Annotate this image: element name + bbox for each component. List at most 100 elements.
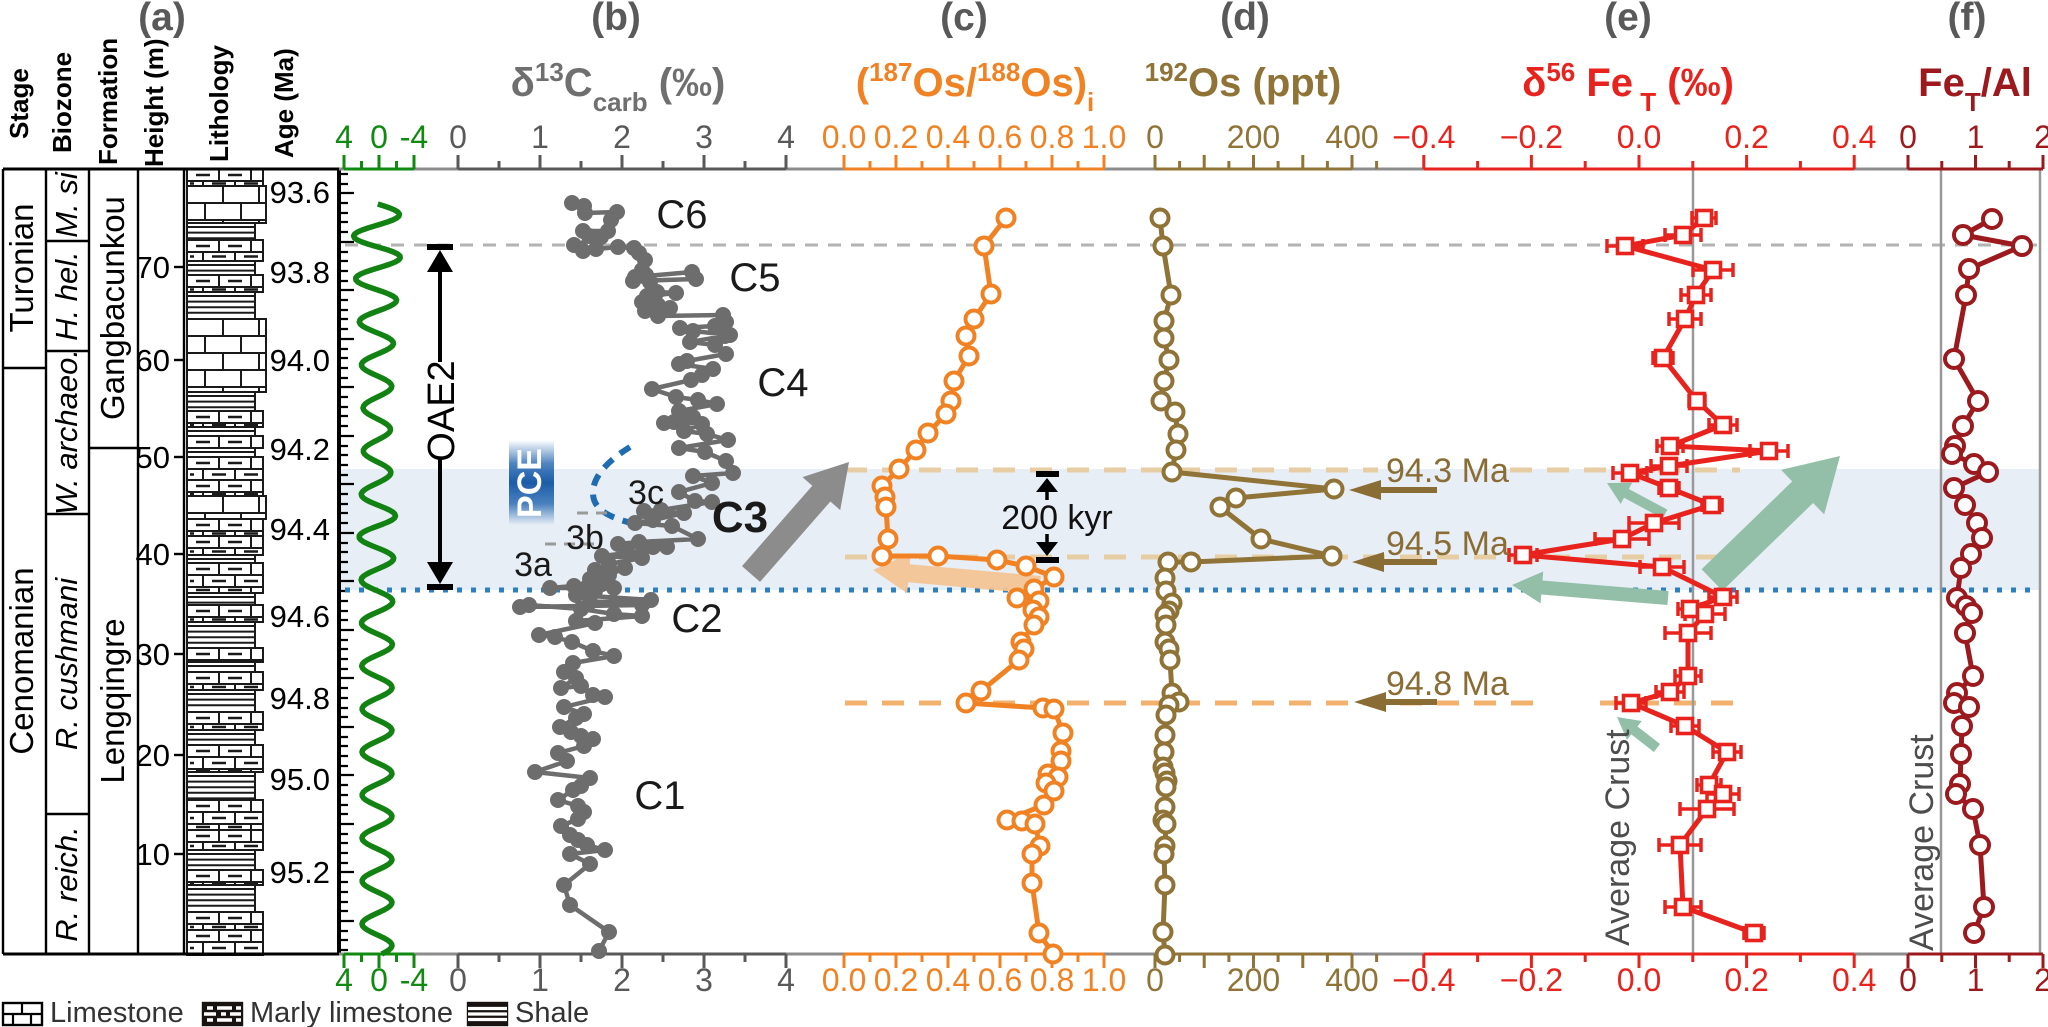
svg-text:94.0: 94.0 <box>270 343 330 378</box>
svg-text:2: 2 <box>2034 962 2048 998</box>
svg-text:0.2: 0.2 <box>1724 119 1768 155</box>
svg-text:Turonian: Turonian <box>3 203 40 332</box>
svg-text:C6: C6 <box>656 193 707 237</box>
svg-text:50: 50 <box>136 440 170 475</box>
svg-text:400: 400 <box>1325 962 1378 998</box>
svg-text:93.8: 93.8 <box>270 255 330 290</box>
svg-text:0.2: 0.2 <box>1724 962 1768 998</box>
svg-text:0.4: 0.4 <box>1832 119 1876 155</box>
svg-text:Average Crust: Average Crust <box>1903 734 1941 951</box>
svg-text:C4: C4 <box>757 361 808 405</box>
svg-text:Average Crust: Average Crust <box>1599 729 1637 946</box>
svg-text:0: 0 <box>1899 962 1917 998</box>
svg-text:4: 4 <box>777 119 795 155</box>
svg-text:1: 1 <box>531 119 549 155</box>
svg-text:Height (m): Height (m) <box>139 38 169 167</box>
svg-text:C1: C1 <box>634 774 685 818</box>
svg-text:94.8: 94.8 <box>270 681 330 716</box>
svg-text:3c: 3c <box>628 474 664 512</box>
svg-text:60: 60 <box>136 343 170 378</box>
svg-text:1: 1 <box>531 962 549 998</box>
svg-text:2: 2 <box>2034 119 2048 155</box>
svg-text:(e): (e) <box>1604 0 1652 39</box>
svg-text:0.2: 0.2 <box>874 962 918 998</box>
svg-text:C2: C2 <box>671 597 722 641</box>
svg-text:0.8: 0.8 <box>1030 962 1074 998</box>
svg-text:0.0: 0.0 <box>1617 119 1661 155</box>
svg-text:4: 4 <box>777 962 795 998</box>
svg-text:−0.2: −0.2 <box>1500 962 1563 998</box>
svg-text:3a: 3a <box>514 546 552 584</box>
svg-text:(a): (a) <box>138 0 186 39</box>
svg-text:H. hel.: H. hel. <box>49 251 84 341</box>
svg-text:−0.4: −0.4 <box>1392 119 1455 155</box>
svg-text:Cenomanian: Cenomanian <box>3 567 40 754</box>
svg-text:4: 4 <box>335 962 353 998</box>
svg-text:0.4: 0.4 <box>926 119 970 155</box>
svg-text:20: 20 <box>136 738 170 773</box>
svg-text:94.4: 94.4 <box>270 512 330 547</box>
svg-text:94.8 Ma: 94.8 Ma <box>1386 665 1509 703</box>
svg-text:3b: 3b <box>566 519 604 557</box>
svg-text:1: 1 <box>1967 119 1985 155</box>
svg-text:0: 0 <box>449 119 467 155</box>
svg-text:94.6: 94.6 <box>270 599 330 634</box>
svg-text:PCE: PCE <box>511 448 549 518</box>
svg-text:1.0: 1.0 <box>1082 962 1126 998</box>
svg-text:200: 200 <box>1227 119 1280 155</box>
svg-text:(f): (f) <box>1948 0 1987 39</box>
svg-text:Biozone: Biozone <box>47 52 77 153</box>
svg-text:R. cushmani: R. cushmani <box>49 577 84 750</box>
svg-text:0.6: 0.6 <box>978 119 1022 155</box>
svg-text:2: 2 <box>613 962 631 998</box>
svg-text:−0.2: −0.2 <box>1500 119 1563 155</box>
svg-text:-4: -4 <box>400 119 428 155</box>
svg-text:2: 2 <box>613 119 631 155</box>
svg-text:Stage: Stage <box>4 68 34 139</box>
svg-text:0: 0 <box>1146 962 1164 998</box>
svg-text:3: 3 <box>695 962 713 998</box>
svg-text:70: 70 <box>136 250 170 285</box>
svg-text:R. reich.: R. reich. <box>49 826 84 941</box>
svg-text:4: 4 <box>335 119 353 155</box>
svg-text:10: 10 <box>136 837 170 872</box>
svg-text:0: 0 <box>370 119 388 155</box>
svg-text:Marly limestone: Marly limestone <box>250 997 453 1027</box>
svg-text:1: 1 <box>1967 962 1985 998</box>
svg-text:(d): (d) <box>1220 0 1270 39</box>
svg-text:0: 0 <box>1899 119 1917 155</box>
svg-text:−0.4: −0.4 <box>1392 962 1455 998</box>
svg-text:0.2: 0.2 <box>874 119 918 155</box>
svg-text:(c): (c) <box>940 0 988 39</box>
svg-text:Lengqingre: Lengqingre <box>94 618 131 783</box>
svg-text:95.2: 95.2 <box>270 855 330 890</box>
svg-text:200 kyr: 200 kyr <box>1001 499 1113 537</box>
svg-text:0.0: 0.0 <box>822 962 866 998</box>
svg-text:0: 0 <box>370 962 388 998</box>
svg-text:94.2: 94.2 <box>270 432 330 467</box>
svg-text:M. si: M. si <box>49 171 84 238</box>
svg-text:0.0: 0.0 <box>1617 962 1661 998</box>
svg-text:0.0: 0.0 <box>822 119 866 155</box>
svg-text:Age (Ma): Age (Ma) <box>269 48 299 158</box>
svg-text:OAE2: OAE2 <box>421 360 463 461</box>
svg-text:W. archaeo.: W. archaeo. <box>49 349 84 515</box>
svg-text:Gangbacunkou: Gangbacunkou <box>94 196 131 420</box>
svg-text:0.4: 0.4 <box>1832 962 1876 998</box>
svg-text:400: 400 <box>1325 119 1378 155</box>
svg-text:0.6: 0.6 <box>978 962 1022 998</box>
svg-text:0.8: 0.8 <box>1030 119 1074 155</box>
svg-text:Shale: Shale <box>515 997 589 1027</box>
svg-text:Formation: Formation <box>93 38 123 165</box>
svg-text:C5: C5 <box>729 256 780 300</box>
svg-text:40: 40 <box>136 537 170 572</box>
svg-text:-4: -4 <box>400 962 428 998</box>
svg-text:0: 0 <box>449 962 467 998</box>
svg-text:1.0: 1.0 <box>1082 119 1126 155</box>
svg-text:3: 3 <box>695 119 713 155</box>
svg-text:94.5 Ma: 94.5 Ma <box>1386 525 1509 563</box>
svg-text:0.4: 0.4 <box>926 962 970 998</box>
svg-text:30: 30 <box>136 637 170 672</box>
svg-text:Limestone: Limestone <box>50 997 184 1027</box>
svg-text:(b): (b) <box>591 0 641 39</box>
